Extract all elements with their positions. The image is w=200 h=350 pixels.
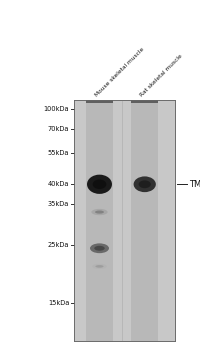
- Text: 70kDa: 70kDa: [48, 126, 69, 132]
- Text: TMOD4: TMOD4: [188, 180, 200, 189]
- Ellipse shape: [95, 265, 103, 268]
- Text: 15kDa: 15kDa: [48, 300, 69, 306]
- Ellipse shape: [91, 209, 107, 215]
- Bar: [74, 100, 174, 341]
- Ellipse shape: [92, 180, 106, 189]
- Ellipse shape: [87, 175, 111, 194]
- Bar: [130, 100, 158, 341]
- Ellipse shape: [95, 210, 103, 214]
- Text: 35kDa: 35kDa: [48, 201, 69, 206]
- Bar: [130, 100, 158, 103]
- Text: 40kDa: 40kDa: [48, 181, 69, 187]
- Ellipse shape: [94, 246, 104, 251]
- Text: Mouse skeletal muscle: Mouse skeletal muscle: [93, 47, 144, 98]
- Ellipse shape: [92, 264, 106, 269]
- Text: 25kDa: 25kDa: [48, 241, 69, 248]
- Bar: [86, 100, 112, 341]
- Text: 55kDa: 55kDa: [48, 150, 69, 156]
- Text: Rat skeletal muscle: Rat skeletal muscle: [138, 54, 183, 98]
- Ellipse shape: [90, 243, 108, 253]
- Ellipse shape: [138, 180, 150, 188]
- Bar: [86, 100, 112, 103]
- Text: 100kDa: 100kDa: [44, 106, 69, 112]
- Ellipse shape: [133, 176, 155, 192]
